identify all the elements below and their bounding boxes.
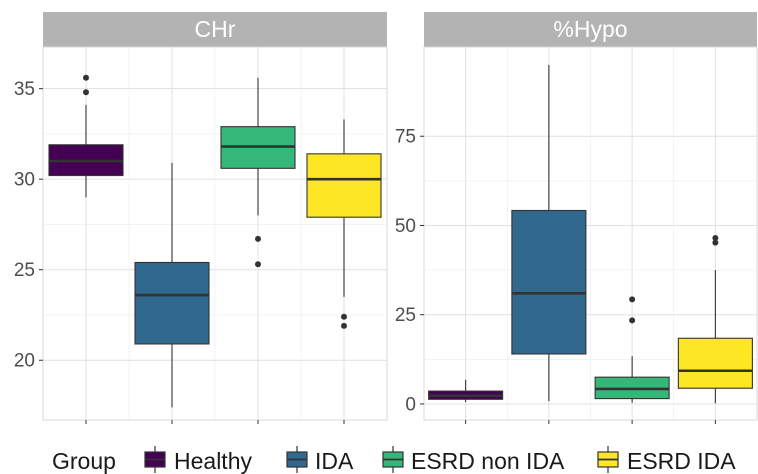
- box-ida: [511, 64, 587, 402]
- box-healthy: [428, 379, 504, 403]
- outlier-point: [712, 234, 719, 241]
- outlier-point: [83, 74, 89, 81]
- legend-label: ESRD IDA: [627, 448, 736, 474]
- box-iqr: [306, 153, 382, 218]
- outlier-point: [255, 235, 261, 242]
- outlier-point: [255, 261, 261, 268]
- legend-entry-healthy: Healthy: [144, 446, 252, 474]
- outlier-point: [629, 296, 636, 303]
- outlier-point: [341, 313, 347, 320]
- facet-strip: [424, 12, 757, 47]
- box-esrd-ida: [677, 234, 753, 404]
- box-healthy: [48, 74, 124, 198]
- legend-entry-ida: IDA: [286, 446, 354, 474]
- legend: Group Healthy IDA ESRD non IDA ESRD IDA: [52, 446, 736, 474]
- y-tick-label: 75: [395, 127, 416, 148]
- y-tick-label: 20: [14, 351, 35, 372]
- box-esrd-ida: [306, 119, 382, 329]
- legend-label: ESRD non IDA: [411, 448, 565, 474]
- panel-1: CHr 20 25 30 35: [14, 12, 388, 424]
- legend-label: Healthy: [174, 448, 252, 474]
- y-tick-label: 30: [14, 170, 35, 191]
- facet-title: %Hypo: [553, 16, 627, 42]
- outlier-point: [341, 322, 347, 329]
- box-iqr: [677, 337, 753, 389]
- legend-title: Group: [52, 448, 116, 474]
- outlier-point: [83, 89, 89, 96]
- y-tick-label: 25: [14, 260, 35, 281]
- legend-entry-esrd-ida: ESRD IDA: [597, 446, 736, 474]
- facet-panels: CHr 20 25 30 35 %Hypo 0 25 50 75: [14, 12, 758, 424]
- facet-title: CHr: [195, 16, 236, 42]
- y-tick-label: 25: [395, 305, 416, 326]
- y-tick-label: 50: [395, 216, 416, 237]
- y-tick-label: 35: [14, 79, 35, 100]
- y-tick-label: 0: [405, 394, 416, 415]
- box-iqr: [511, 209, 587, 355]
- box-ida: [134, 162, 210, 408]
- box-iqr: [134, 261, 210, 345]
- outlier-point: [629, 317, 636, 324]
- box-esrd-non-ida: [220, 77, 296, 268]
- box-esrd-non-ida: [594, 296, 670, 403]
- legend-label: IDA: [315, 448, 354, 474]
- legend-entry-esrd-non-ida: ESRD non IDA: [382, 446, 565, 474]
- facet-strip: [43, 12, 387, 47]
- outlier-point: [712, 239, 719, 246]
- panel-2: %Hypo 0 25 50 75: [395, 12, 758, 424]
- legend-entries: Healthy IDA ESRD non IDA ESRD IDA: [144, 446, 736, 474]
